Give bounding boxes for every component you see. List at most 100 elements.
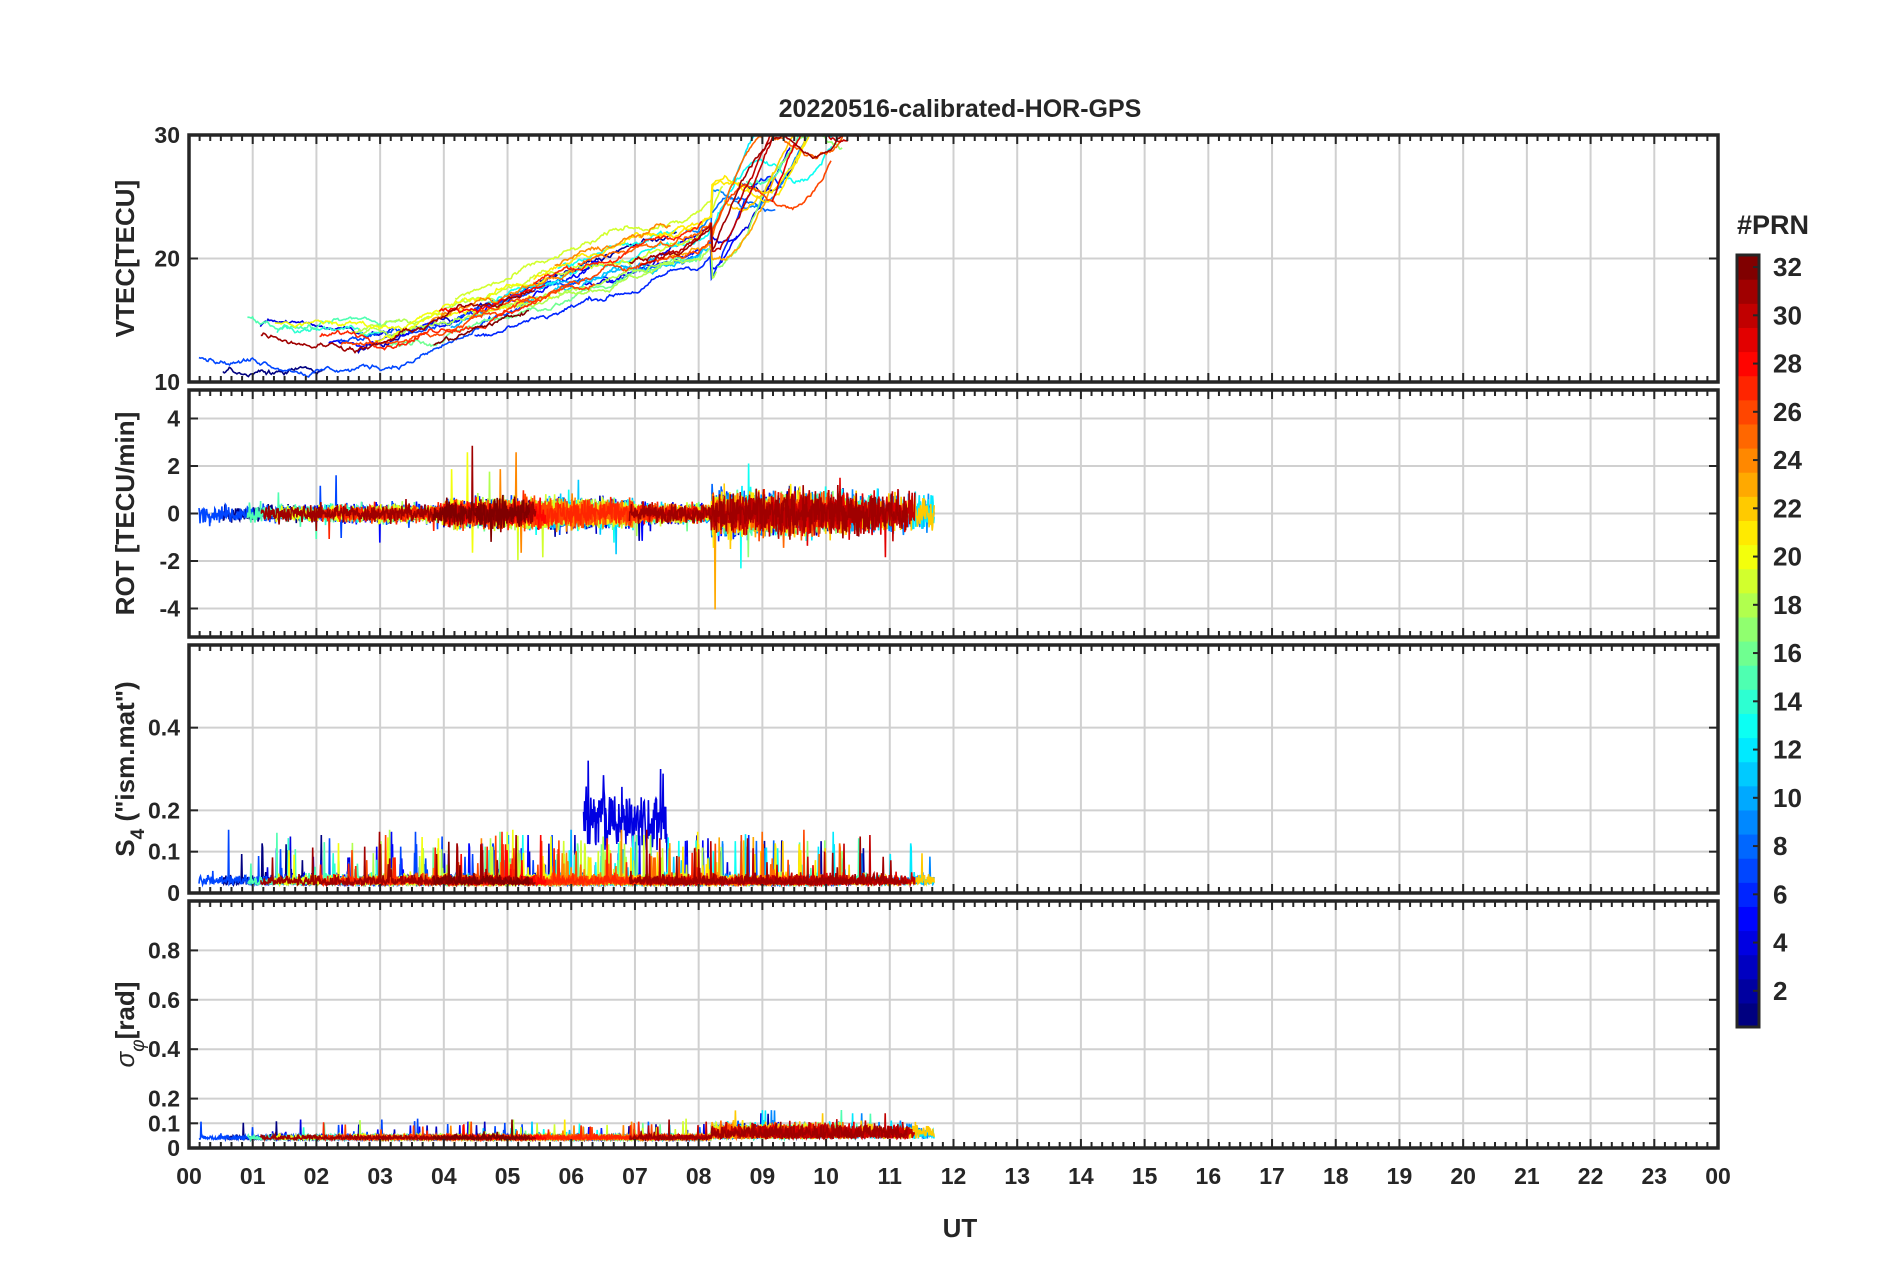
colorbar-cell [1737,809,1759,835]
x-tick-label: 11 [878,1163,903,1189]
x-tick-label: 13 [1004,1163,1030,1189]
x-tick-label: 00 [176,1163,202,1189]
colorbar-cell [1737,496,1759,521]
colorbar-tick-label: 12 [1773,735,1802,765]
colorbar-tick-label: 30 [1773,300,1802,330]
series-prn-31 [260,289,535,354]
x-tick-label: 10 [813,1163,839,1189]
series-prn-31 [628,484,908,540]
y-tick-label: 0.1 [148,839,180,865]
y-axis-label: S4 ("ism.mat") [110,681,149,856]
series-prn-7 [198,300,530,378]
series-prn-19 [454,185,724,301]
y-axis-label-sub: 4 [128,828,149,839]
y-axis-label-sub: φ [128,1039,149,1051]
colorbar-tick-label: 16 [1773,638,1802,668]
colorbar-tick-label: 24 [1773,445,1802,475]
colorbar-cell [1737,544,1759,570]
x-tick-label: 01 [240,1163,266,1189]
colorbar-cell [1737,761,1759,787]
colorbar-cell [1737,568,1759,594]
colorbar-tick-label: 14 [1773,686,1802,716]
colorbar-cell [1737,303,1759,328]
panel-s4: 00.10.20.4S4 ("ism.mat") [110,643,1720,906]
colorbar-cell [1737,423,1759,449]
colorbar-cell [1737,255,1759,280]
colorbar-cell [1737,665,1759,690]
colorbar-tick-label: 26 [1773,397,1802,427]
series-prn-31 [628,135,844,265]
y-tick-label: 20 [154,246,180,272]
y-tick-label: 0 [167,1135,180,1161]
colorbar-cell [1737,713,1759,739]
y-tick-label: 0.4 [148,1036,180,1062]
series-prn-32 [432,494,531,542]
series-prn-21 [638,135,811,240]
y-tick-label: -4 [160,596,181,622]
series-prn-27 [533,220,703,285]
x-tick-label: 21 [1514,1163,1540,1189]
series-prn-26 [468,160,832,320]
panels-group: 10 20 30 VTEC[TECU] -4 -2 0 2 4 ROT [TECU/min] 0 0.… [110,122,1731,1189]
colorbar-tick-label: 28 [1773,349,1802,379]
x-tick-label: 00 [1705,1163,1731,1189]
colorbar-cell [1737,906,1759,932]
y-tick-label: 0 [167,880,180,906]
series-prn-15 [247,315,400,331]
x-tick-label: 20 [1450,1163,1476,1189]
series-prn-31 [629,1119,908,1143]
y-tick-label: 0.6 [148,987,180,1013]
colorbar-tick-label: 4 [1773,928,1788,958]
series-prn-4 [259,317,393,338]
series-prn-24 [554,222,671,267]
series-prn-22 [723,135,795,213]
y-tick-label: 2 [167,453,180,479]
x-tick-label: 08 [686,1163,712,1189]
colorbar-cell [1737,882,1759,907]
colorbar-cell [1737,785,1759,811]
colorbar-tick-label: 2 [1773,976,1787,1006]
x-tick-label: 04 [431,1163,457,1189]
series-prn-15 [745,135,800,186]
colorbar-cell [1737,520,1759,546]
series-prn-25 [577,135,844,266]
x-tick-label: 06 [558,1163,584,1189]
x-tick-label: 03 [367,1163,393,1189]
y-axis-label: VTEC[TECU] [110,180,140,337]
colorbar-cell [1737,689,1759,714]
series-prn-29 [771,135,864,202]
colorbar-cell [1737,978,1759,1004]
series-group-s4 [198,760,935,888]
panel-rot: -4 -2 0 2 4 ROT [TECU/min] [110,388,1720,639]
y-tick-label: -2 [160,548,180,574]
series-prn-30 [737,135,771,205]
colorbar-box [1735,253,1761,1029]
y-axis-label-rest: ("ism.mat") [110,681,140,828]
y-axis-label: ROT [TECU/min] [110,412,140,616]
colorbar-cell [1737,858,1759,883]
x-tick-label: 09 [750,1163,776,1189]
colorbar-cell [1737,641,1759,666]
x-tick-label: 17 [1259,1163,1285,1189]
x-tick-label: 23 [1641,1163,1667,1189]
y-tick-label: 0.2 [148,797,180,823]
colorbar-cell [1737,737,1759,763]
series-prn-19 [486,224,715,297]
y-axis-label-main: σ [110,1050,140,1067]
y-tick-label: 10 [154,369,180,395]
colorbar-cell [1737,834,1759,859]
series-prn-20 [274,276,550,331]
chart-title: 20220516-calibrated-HOR-GPS [779,95,1142,123]
y-axis-label-rest: [rad] [110,982,140,1040]
x-tick-label: 14 [1068,1163,1094,1189]
colorbar-tick-label: 22 [1773,493,1802,523]
series-group-vtec [198,135,864,378]
colorbar-tick-label: 18 [1773,590,1802,620]
colorbar-tick-label: 6 [1773,879,1787,909]
series-group-sigma [198,1109,935,1143]
series-prn-31 [628,829,908,888]
y-tick-label: 30 [154,122,180,148]
